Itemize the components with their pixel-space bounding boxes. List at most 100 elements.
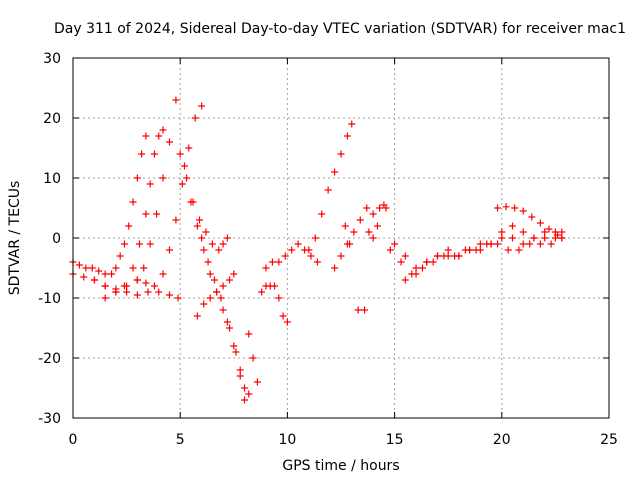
y-axis-label: SDTVAR / TECUs bbox=[7, 181, 23, 296]
data-point bbox=[80, 273, 88, 281]
series-arc-g bbox=[176, 150, 231, 254]
data-point bbox=[519, 228, 527, 236]
data-point bbox=[206, 294, 214, 302]
series-arc-j bbox=[245, 282, 291, 386]
data-point bbox=[494, 240, 502, 248]
chart-title: Day 311 of 2024, Sidereal Day-to-day VTE… bbox=[54, 21, 626, 37]
data-point bbox=[476, 246, 484, 254]
data-point bbox=[547, 240, 555, 248]
data-point bbox=[206, 270, 214, 278]
data-point bbox=[129, 198, 137, 206]
data-point bbox=[279, 312, 287, 320]
data-point bbox=[159, 126, 167, 134]
data-point bbox=[498, 228, 506, 236]
data-point bbox=[288, 246, 296, 254]
data-point bbox=[346, 240, 354, 248]
data-point bbox=[401, 252, 409, 260]
data-point bbox=[331, 168, 339, 176]
data-point bbox=[253, 378, 261, 386]
data-point bbox=[275, 294, 283, 302]
data-point bbox=[536, 240, 544, 248]
series-arc-p bbox=[494, 203, 566, 242]
y-tick-label: -10 bbox=[38, 291, 61, 307]
data-point bbox=[193, 312, 201, 320]
data-point bbox=[165, 291, 173, 299]
series-arc-c bbox=[101, 96, 180, 302]
data-point bbox=[348, 120, 356, 128]
data-point bbox=[307, 252, 315, 260]
data-point bbox=[444, 252, 452, 260]
x-tick-label: 25 bbox=[600, 432, 618, 448]
data-point bbox=[183, 174, 191, 182]
x-tick-label: 5 bbox=[176, 432, 185, 448]
data-point bbox=[223, 234, 231, 242]
x-tick-label: 15 bbox=[386, 432, 404, 448]
data-point bbox=[146, 240, 154, 248]
data-point bbox=[313, 258, 321, 266]
data-point bbox=[180, 162, 188, 170]
data-point bbox=[318, 210, 326, 218]
data-point bbox=[363, 204, 371, 212]
data-point bbox=[138, 150, 146, 158]
data-point bbox=[498, 234, 506, 242]
y-tick-label: 30 bbox=[43, 51, 61, 67]
data-point bbox=[558, 234, 566, 242]
data-point bbox=[112, 264, 120, 272]
data-point bbox=[129, 264, 137, 272]
data-point bbox=[123, 282, 131, 290]
data-point bbox=[343, 132, 351, 140]
data-point bbox=[174, 294, 182, 302]
data-point bbox=[418, 264, 426, 272]
y-tick-label: 0 bbox=[52, 231, 61, 247]
data-point bbox=[504, 246, 512, 254]
data-point bbox=[176, 150, 184, 158]
data-point bbox=[281, 252, 289, 260]
data-point bbox=[159, 270, 167, 278]
data-point bbox=[120, 240, 128, 248]
data-point bbox=[108, 270, 116, 278]
data-point bbox=[386, 246, 394, 254]
x-tick-label: 0 bbox=[69, 432, 78, 448]
data-point bbox=[369, 210, 377, 218]
data-point bbox=[230, 342, 238, 350]
data-point bbox=[541, 228, 549, 236]
data-point bbox=[88, 264, 96, 272]
data-point bbox=[125, 222, 133, 230]
data-point bbox=[530, 234, 538, 242]
data-point bbox=[502, 203, 510, 211]
data-point bbox=[219, 282, 227, 290]
data-point bbox=[271, 282, 279, 290]
series-arc-i bbox=[193, 270, 238, 320]
data-point bbox=[232, 348, 240, 356]
series-arc-q bbox=[401, 222, 559, 284]
data-point bbox=[135, 240, 143, 248]
data-point bbox=[401, 276, 409, 284]
data-point bbox=[193, 222, 201, 230]
data-point bbox=[545, 225, 553, 233]
data-point bbox=[226, 324, 234, 332]
data-point bbox=[509, 234, 517, 242]
data-point bbox=[337, 252, 345, 260]
data-point bbox=[140, 264, 148, 272]
data-point bbox=[142, 279, 150, 287]
y-tick-label: 20 bbox=[43, 111, 61, 127]
data-point bbox=[95, 267, 103, 275]
data-point bbox=[294, 240, 302, 248]
data-point bbox=[142, 210, 150, 218]
data-point bbox=[215, 246, 223, 254]
data-point bbox=[494, 204, 502, 212]
data-point bbox=[223, 318, 231, 326]
data-point bbox=[133, 276, 141, 284]
series-arc-m bbox=[331, 204, 381, 272]
data-point bbox=[172, 216, 180, 224]
series-arc-k bbox=[262, 240, 321, 272]
data-point bbox=[429, 258, 437, 266]
data-point bbox=[509, 222, 517, 230]
data-point bbox=[423, 258, 431, 266]
data-point bbox=[185, 144, 193, 152]
data-point bbox=[245, 330, 253, 338]
data-point bbox=[376, 204, 384, 212]
data-point bbox=[213, 288, 221, 296]
data-point bbox=[82, 264, 90, 272]
series-arc-e bbox=[90, 276, 182, 302]
